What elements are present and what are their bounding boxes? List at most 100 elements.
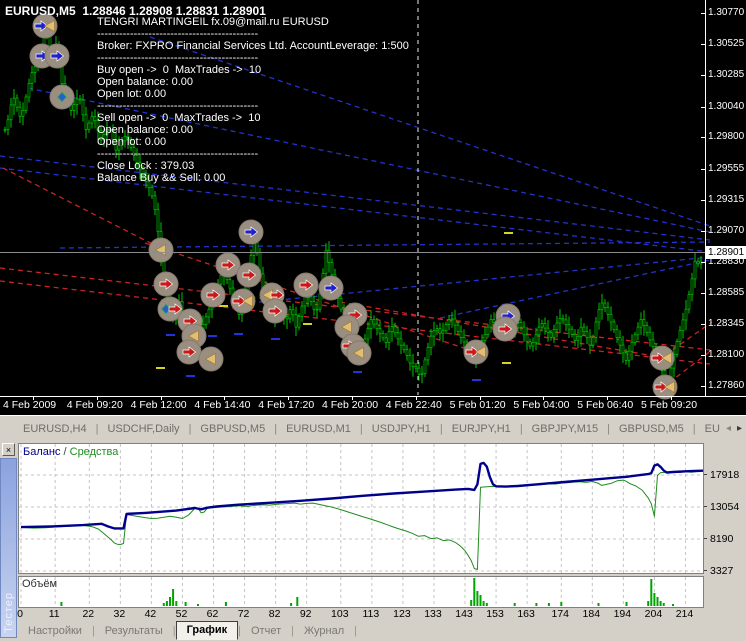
- time-axis-tick: [352, 397, 353, 400]
- sell-marker[interactable]: [154, 272, 178, 296]
- chart-tab-eurusd-h4[interactable]: EURUSD,H4: [14, 423, 96, 435]
- ea-overlay-line-11: ----------------------------------------…: [97, 148, 409, 160]
- tester-value-axis: 179181305481903327: [704, 441, 746, 622]
- tester-tabs-bar: Настройки|Результаты|График|Отчет|Журнал…: [18, 621, 728, 641]
- price-axis-tick: [701, 293, 705, 294]
- tester-value-label: 17918: [710, 469, 739, 481]
- sell-marker[interactable]: [201, 283, 225, 307]
- price-axis-label: 1.29315: [708, 194, 744, 205]
- legend-separator: /: [60, 446, 69, 458]
- tester-trade-label: 52: [168, 608, 194, 620]
- tester-value-tick: [704, 474, 707, 475]
- price-axis-tick: [701, 107, 705, 108]
- price-axis-label: 1.28585: [708, 287, 744, 298]
- time-axis-label: 5 Feb 04:00: [513, 399, 569, 411]
- chart-tab-gbpjpy-m15[interactable]: GBPJPY,M15: [523, 423, 607, 435]
- time-axis-tick: [416, 397, 417, 400]
- close-tester-button[interactable]: ×: [2, 443, 15, 456]
- buy-marker[interactable]: [45, 44, 69, 68]
- current-price-tag: 1.28901: [706, 246, 746, 259]
- time-axis-tick: [480, 397, 481, 400]
- chart-tab-gbpusd-m5[interactable]: GBPUSD,M5: [191, 423, 274, 435]
- balance-chart-canvas: [19, 444, 703, 573]
- balance-gridlines: [19, 444, 703, 573]
- sell-marker[interactable]: [294, 273, 318, 297]
- scroll-left-icon[interactable]: ◂: [726, 423, 731, 434]
- sell-close-marker[interactable]: [464, 340, 488, 364]
- scroll-right-icon[interactable]: ▸: [737, 423, 742, 434]
- tester-tab-отчет[interactable]: Отчет: [241, 625, 291, 637]
- tester-tab-настройки[interactable]: Настройки: [18, 625, 92, 637]
- sell-marker[interactable]: [216, 253, 240, 277]
- sell-close-marker[interactable]: [650, 346, 674, 370]
- tester-value-tick: [704, 506, 707, 507]
- tester-value-label: 8190: [710, 533, 733, 545]
- price-axis-tick: [701, 324, 705, 325]
- tester-panel: × Тестер Баланс / Средства Объём 1791813…: [0, 441, 746, 641]
- chart-tabs-scroll: ◂ ▸: [720, 416, 746, 440]
- tab-separator: |: [354, 625, 357, 637]
- tester-trade-label: 204: [640, 608, 666, 620]
- close-marker[interactable]: [149, 238, 173, 262]
- close-marker[interactable]: [347, 341, 371, 365]
- price-axis-tick: [701, 75, 705, 76]
- tester-trade-label: 163: [513, 608, 539, 620]
- volume-chart-canvas: [19, 577, 703, 607]
- tester-tab-результаты[interactable]: Результаты: [95, 625, 173, 637]
- price-axis-line: [705, 0, 706, 397]
- sell-close-marker[interactable]: [231, 289, 255, 313]
- ea-overlay-line-10: Open lot: 0.00: [97, 136, 409, 148]
- time-axis-tick: [671, 397, 672, 400]
- price-axis-tick: [701, 231, 705, 232]
- tester-trade-label: 153: [482, 608, 508, 620]
- price-axis-label: 1.28100: [708, 349, 744, 360]
- sell-marker[interactable]: [177, 340, 201, 364]
- time-axis-label: 4 Feb 12:00: [131, 399, 187, 411]
- price-chart-panel[interactable]: EURUSD,M5 1.28846 1.28908 1.28831 1.2890…: [0, 0, 746, 415]
- close-marker[interactable]: [199, 347, 223, 371]
- sell-marker[interactable]: [263, 299, 287, 323]
- metatrader-tester-window: EURUSD,M5 1.28846 1.28908 1.28831 1.2890…: [0, 0, 746, 641]
- ea-overlay-line-2: Broker: FXPRO Financial Services Ltd. Ac…: [97, 40, 409, 52]
- ea-overlay-line-13: Balance Buy && Sell: 0.00: [97, 172, 409, 184]
- time-axis-label: 4 Feb 17:20: [258, 399, 314, 411]
- tester-tab-журнал[interactable]: Журнал: [294, 625, 354, 637]
- tester-trade-axis: 0112232425262728292103113123133143153163…: [18, 608, 718, 621]
- tester-tab-график[interactable]: График: [176, 621, 239, 640]
- sell-marker[interactable]: [237, 263, 261, 287]
- volume-label: Объём: [22, 578, 57, 590]
- price-axis-tick: [701, 13, 705, 14]
- ea-status-overlay: TENGRI MARTINGEIL fx.09@mail.ru EURUSD--…: [97, 16, 409, 184]
- ea-overlay-line-9: Open balance: 0.00: [97, 124, 409, 136]
- price-axis-label: 1.29555: [708, 163, 744, 174]
- chart-tab-eurusd-m1[interactable]: EURUSD,M1: [277, 423, 360, 435]
- time-axis-label: 4 Feb 20:00: [322, 399, 378, 411]
- time-axis-tick: [607, 397, 608, 400]
- price-axis-label: 1.30285: [708, 69, 744, 80]
- legend-balance: Баланс: [23, 446, 60, 458]
- tester-trade-label: 143: [451, 608, 477, 620]
- diamond-marker[interactable]: [50, 85, 74, 109]
- tester-value-tick: [704, 538, 707, 539]
- sell-marker[interactable]: [493, 317, 517, 341]
- tester-trade-label: 22: [75, 608, 101, 620]
- tester-trade-label: 133: [420, 608, 446, 620]
- volume-chart-panel[interactable]: Объём: [18, 576, 704, 608]
- balance-chart-panel[interactable]: Баланс / Средства: [18, 443, 704, 574]
- chart-tab-gbpusd-m5[interactable]: GBPUSD,M5: [610, 423, 693, 435]
- ea-overlay-line-7: ----------------------------------------…: [97, 100, 409, 112]
- ea-overlay-line-3: ----------------------------------------…: [97, 52, 409, 64]
- tester-trade-label: 72: [231, 608, 257, 620]
- tester-trade-label: 174: [547, 608, 573, 620]
- chart-tab-usdchf-daily[interactable]: USDCHF,Daily: [98, 423, 188, 435]
- price-axis-tick: [701, 169, 705, 170]
- series-Баланс: [21, 463, 703, 529]
- buy-marker[interactable]: [239, 220, 263, 244]
- chart-tab-usdjpy-h1[interactable]: USDJPY,H1: [363, 423, 440, 435]
- chart-tab-eurjpy-h1[interactable]: EURJPY,H1: [443, 423, 520, 435]
- time-axis-label: 4 Feb 09:20: [67, 399, 123, 411]
- price-axis-label: 1.30040: [708, 101, 744, 112]
- buy-marker[interactable]: [319, 276, 343, 300]
- time-axis-label: 4 Feb 2009: [3, 399, 56, 411]
- price-axis-tick: [701, 44, 705, 45]
